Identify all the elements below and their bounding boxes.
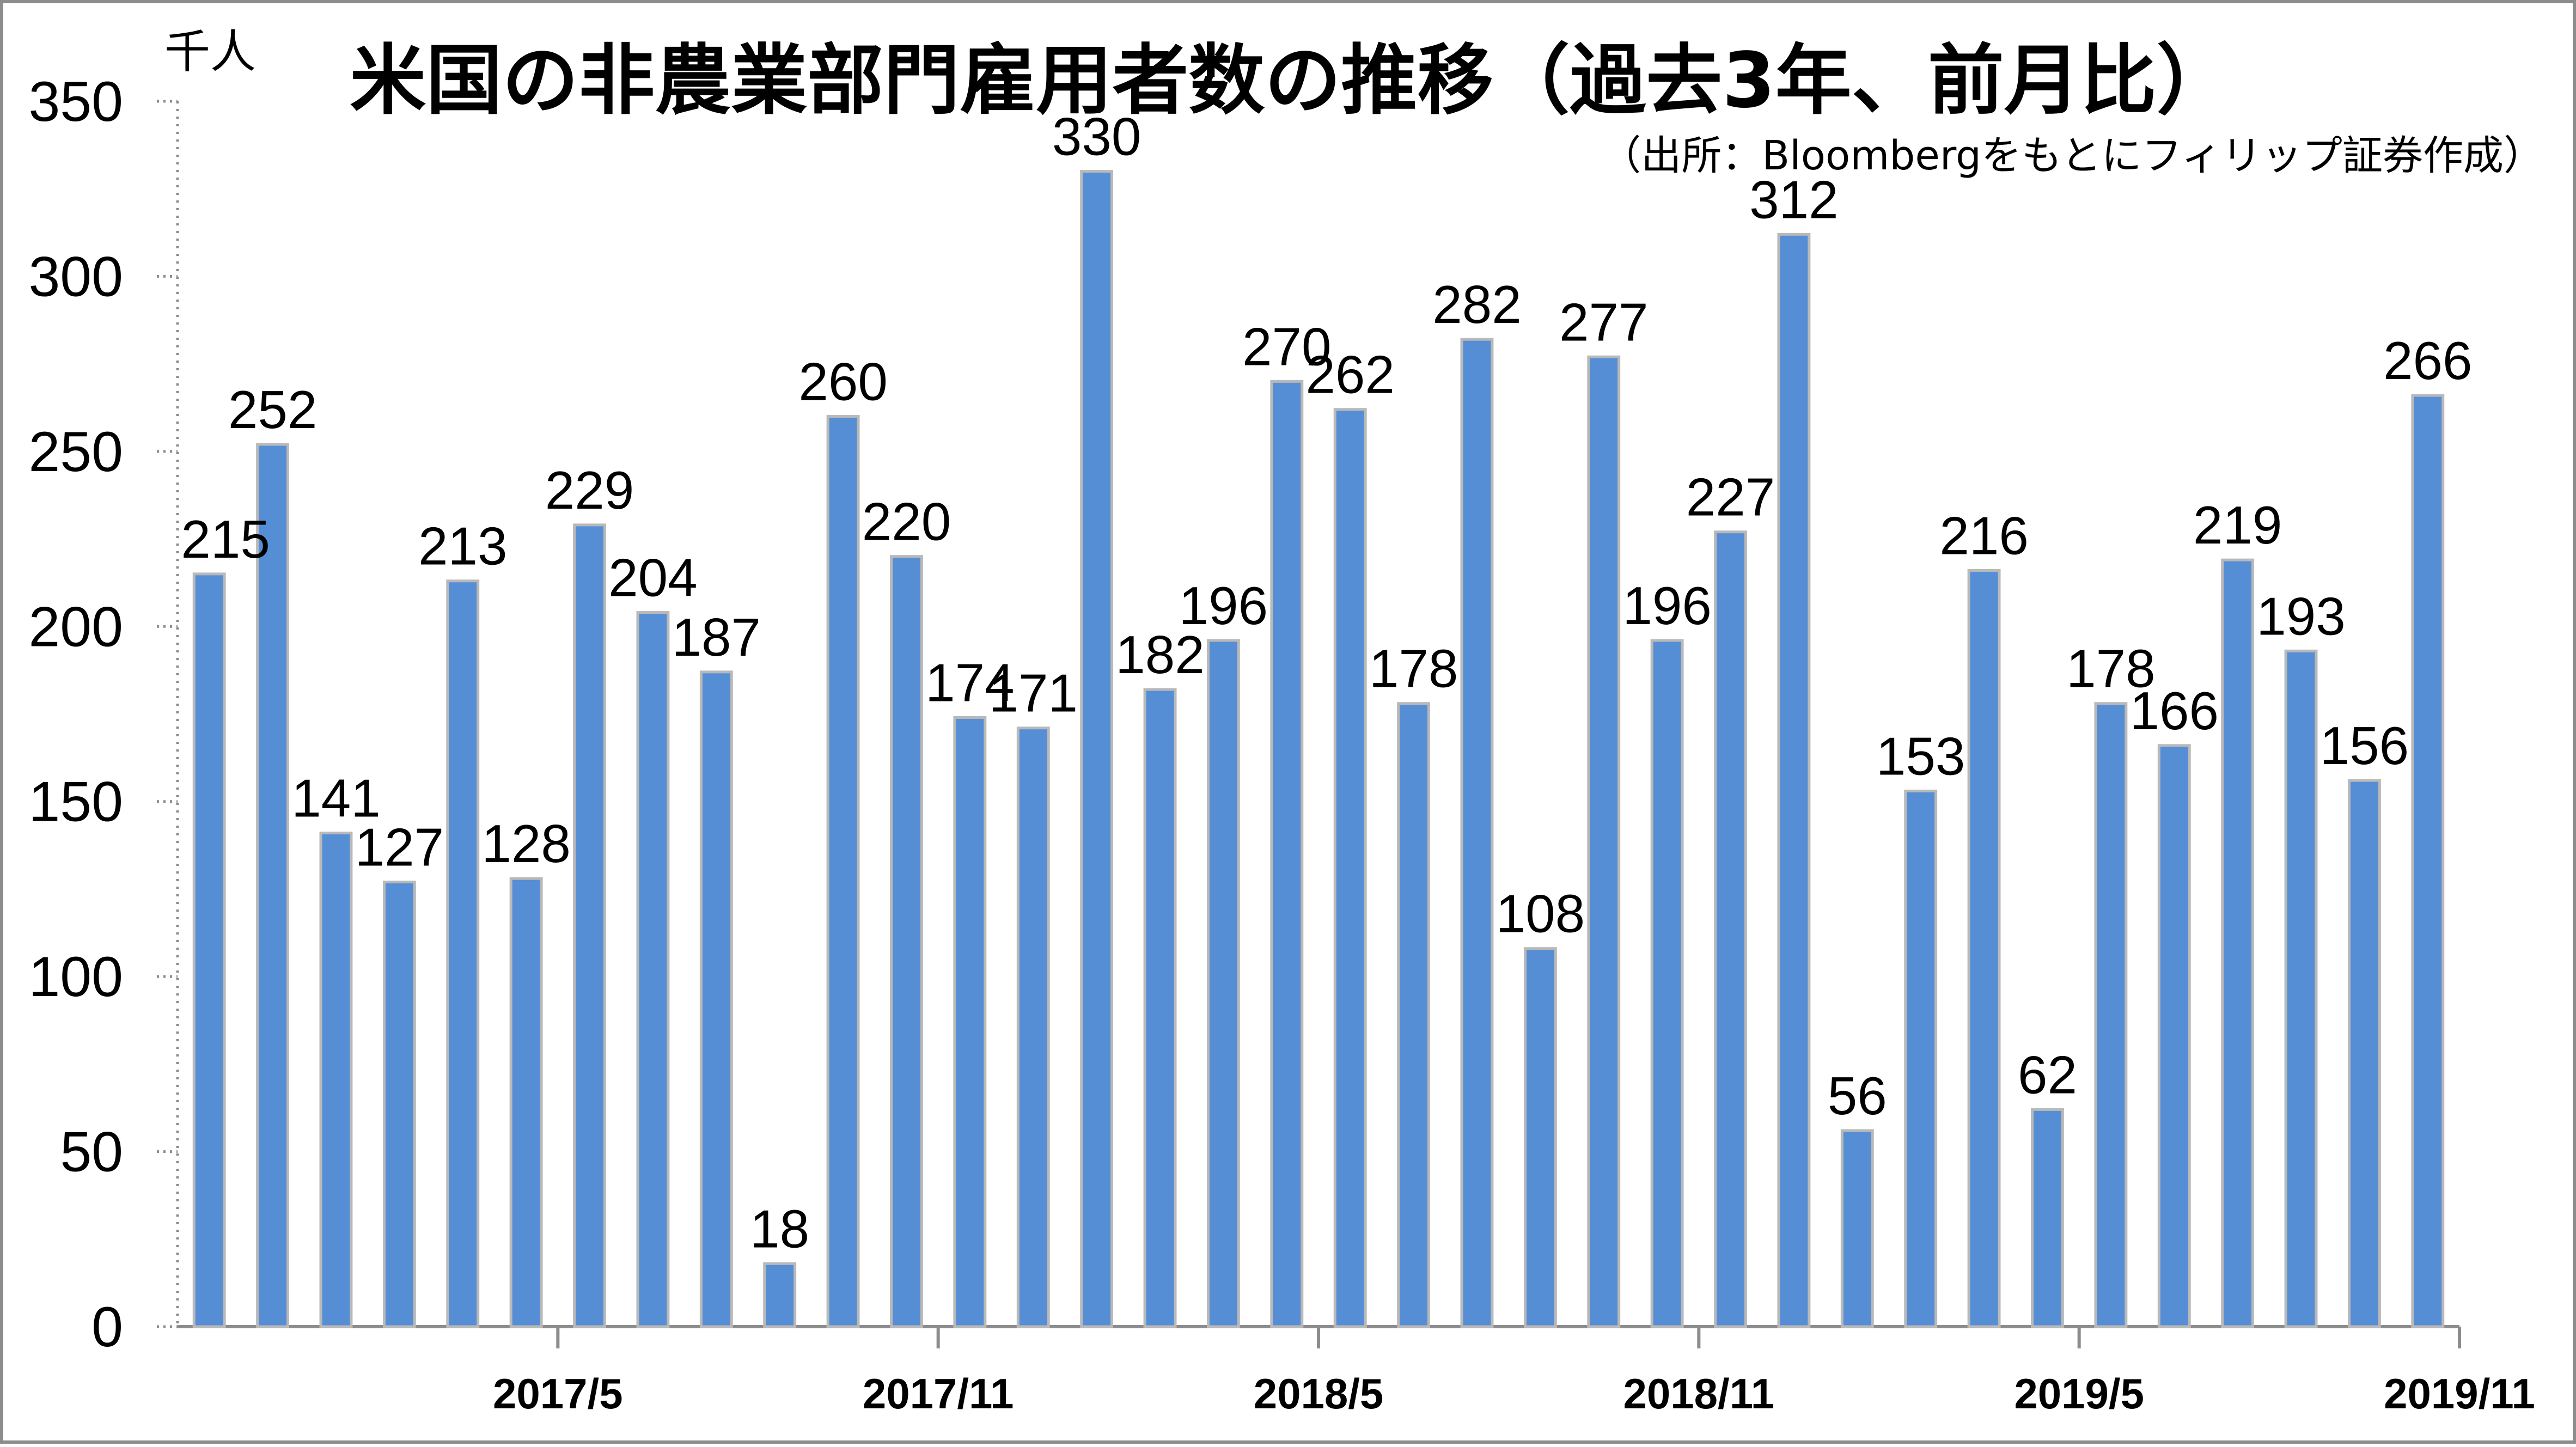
bar [1714, 530, 1747, 1328]
data-label: 215 [181, 509, 270, 569]
bar [1270, 380, 1304, 1328]
bar-chart: 米国の非農業部門雇用者数の推移（過去3年、前月比） （出所：Bloombergを… [28, 25, 2544, 1418]
x-tick-label: 2017/5 [493, 1370, 623, 1418]
x-tick-label: 2019/5 [2014, 1370, 2144, 1418]
axes: 0 50 100 150 200 250 300 350 2017/5 2017/11 2018/5… [28, 70, 2535, 1418]
bar [1840, 1129, 1874, 1328]
data-label: 196 [1179, 576, 1268, 636]
bar [1777, 233, 1811, 1328]
bar [1904, 789, 1938, 1328]
bar [2157, 744, 2191, 1328]
bar [1080, 170, 1114, 1328]
chart-title: 米国の非農業部門雇用者数の推移（過去3年、前月比） [350, 36, 2232, 125]
bar [446, 579, 480, 1328]
data-label: 166 [2129, 681, 2219, 741]
y-tick-label: 0 [91, 1296, 123, 1359]
bar [192, 572, 226, 1328]
bar [2284, 649, 2318, 1328]
bar [1016, 726, 1050, 1328]
bar [1397, 702, 1431, 1328]
data-label: 282 [1432, 274, 1522, 334]
bar [1523, 947, 1557, 1328]
data-label: 62 [2018, 1045, 2077, 1104]
data-labels: 2152521411272131282292041871826022017417… [181, 107, 2472, 1259]
data-label: 18 [750, 1199, 809, 1259]
y-tick-label: 150 [28, 771, 123, 834]
bar [2411, 394, 2445, 1328]
data-label: 128 [481, 814, 571, 874]
bar [699, 670, 733, 1328]
data-label: 108 [1496, 884, 1585, 944]
x-tick-label: 2018/11 [1623, 1370, 1775, 1418]
data-label: 252 [228, 380, 318, 439]
y-tick-label: 100 [28, 945, 123, 1009]
data-label: 56 [1828, 1066, 1887, 1126]
x-tick-label: 2019/11 [2384, 1370, 2535, 1418]
bar [2094, 702, 2128, 1328]
bar [573, 523, 606, 1328]
data-label: 330 [1052, 107, 1142, 167]
data-label: 229 [545, 460, 634, 520]
data-label: 219 [2193, 495, 2282, 555]
bar [826, 415, 860, 1328]
bar [763, 1262, 797, 1328]
data-label: 193 [2256, 586, 2346, 646]
bars [192, 170, 2445, 1328]
bar [2221, 558, 2255, 1328]
bar [1333, 408, 1367, 1328]
bar [509, 877, 543, 1328]
data-label: 127 [355, 817, 444, 877]
data-label: 262 [1305, 345, 1395, 405]
data-label: 141 [291, 768, 381, 828]
data-label: 187 [672, 607, 761, 667]
bar [1650, 639, 1684, 1328]
data-label: 178 [1369, 639, 1458, 699]
y-tick-label: 300 [28, 245, 123, 308]
source-note: （出所：Bloombergをもとにフィリップ証券作成） [1601, 132, 2544, 179]
y-tick-label: 250 [28, 420, 123, 484]
data-label: 277 [1559, 292, 1649, 352]
data-label: 178 [2066, 639, 2156, 699]
data-label: 216 [1939, 505, 2029, 565]
bar [1460, 338, 1494, 1328]
bar [2347, 779, 2381, 1328]
data-label: 227 [1686, 467, 1775, 527]
bar [382, 881, 416, 1328]
data-label: 270 [1242, 316, 1332, 376]
data-label: 220 [862, 492, 951, 552]
data-label: 312 [1749, 169, 1839, 229]
x-tick-label: 2017/11 [863, 1370, 1014, 1418]
bar [890, 555, 923, 1328]
x-tick-label: 2018/5 [1254, 1370, 1384, 1418]
bar [319, 832, 353, 1328]
bar [636, 611, 670, 1328]
data-label: 153 [1876, 726, 1965, 786]
y-tick-label: 50 [60, 1121, 123, 1184]
bar [1143, 688, 1177, 1328]
y-tick-label: 350 [28, 70, 123, 133]
bar [953, 716, 987, 1328]
data-label: 182 [1115, 625, 1205, 685]
y-unit-label: 千人 [164, 25, 256, 78]
y-tick-label: 200 [28, 595, 123, 658]
data-label: 171 [988, 663, 1078, 723]
bar [2031, 1108, 2064, 1328]
bar [1967, 569, 2001, 1328]
data-label: 196 [1622, 576, 1712, 636]
bar [1587, 355, 1621, 1328]
data-label: 266 [2383, 331, 2473, 390]
bar [1206, 639, 1240, 1328]
data-label: 156 [2320, 716, 2409, 776]
data-label: 260 [798, 352, 888, 412]
data-label: 204 [608, 548, 698, 608]
data-label: 213 [418, 516, 508, 576]
bar [256, 443, 290, 1328]
data-label: 174 [925, 652, 1015, 712]
